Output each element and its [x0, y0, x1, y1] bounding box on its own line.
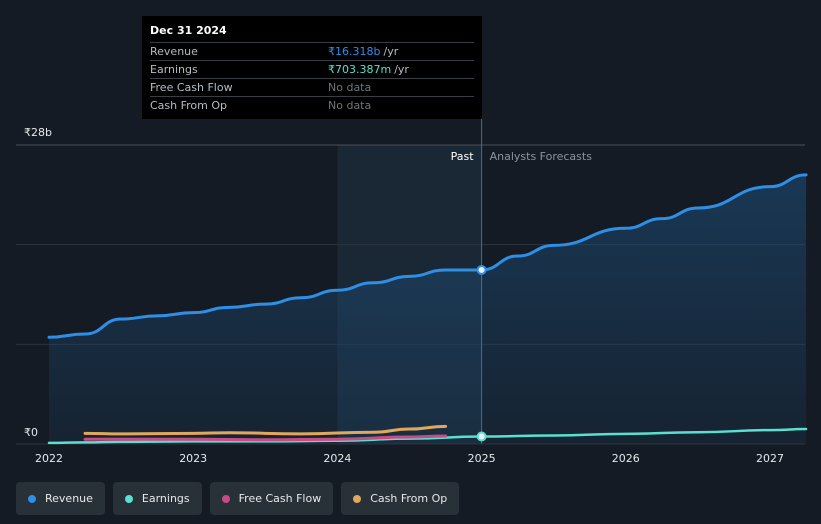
legend-label: Revenue [45, 492, 93, 505]
chart-legend: Revenue Earnings Free Cash Flow Cash Fro… [16, 482, 460, 515]
legend-dot-icon [353, 494, 362, 503]
legend-label: Cash From Op [370, 492, 448, 505]
tooltip-unit: /yr [394, 63, 409, 76]
x-tick-label: 2023 [179, 452, 207, 465]
tooltip-row-earnings: Earnings ₹703.387m/yr [150, 60, 474, 78]
legend-item-free-cash-flow[interactable]: Free Cash Flow [209, 482, 334, 515]
legend-dot-icon [28, 494, 36, 503]
tooltip-row-free-cash-flow: Free Cash Flow No data [150, 78, 474, 96]
tooltip-value: ₹16.318b [328, 45, 381, 58]
tooltip-row-revenue: Revenue ₹16.318b/yr [150, 42, 474, 60]
tooltip-value: No data [328, 81, 372, 94]
tooltip-label: Earnings [150, 63, 198, 76]
tooltip-label: Free Cash Flow [150, 81, 233, 94]
x-tick-label: 2025 [468, 452, 496, 465]
tooltip-value: ₹703.387m [328, 63, 392, 76]
tooltip-row-cash-from-op: Cash From Op No data [150, 96, 474, 114]
legend-item-earnings[interactable]: Earnings [112, 482, 202, 515]
legend-label: Earnings [141, 492, 190, 505]
chart-area: Past Analysts Forecasts ₹28b ₹0 2022 2023… [16, 118, 808, 465]
revenue-line [47, 173, 808, 339]
x-tick-label: 2027 [756, 452, 784, 465]
x-tick-label: 2024 [323, 452, 351, 465]
free-cash-flow-line [83, 434, 448, 442]
x-tick-label: 2026 [612, 452, 640, 465]
revenue-area [49, 174, 807, 444]
past-label: Past [451, 150, 475, 163]
earnings-line [47, 427, 808, 445]
earnings-marker [476, 431, 487, 442]
tooltip-label: Revenue [150, 45, 198, 58]
hover-tooltip: Dec 31 2024 Revenue ₹16.318b/yr Earnings… [142, 16, 482, 119]
legend-dot-icon [221, 494, 230, 503]
legend-item-revenue[interactable]: Revenue [16, 482, 105, 515]
legend-label: Free Cash Flow [238, 492, 322, 505]
tooltip-unit: /yr [383, 45, 399, 58]
x-tick-label: 2022 [35, 452, 63, 465]
y-axis-bottom-label: ₹0 [24, 426, 38, 439]
forecast-label: Analysts Forecasts [490, 150, 593, 163]
tooltip-label: Cash From Op [150, 99, 228, 112]
tooltip-date: Dec 31 2024 [150, 24, 227, 37]
legend-item-cash-from-op[interactable]: Cash From Op [341, 482, 460, 515]
legend-dot-icon [124, 494, 133, 503]
tooltip-value: No data [328, 99, 372, 112]
cash-from-op-line [83, 424, 448, 436]
y-axis-top-label: ₹28b [24, 126, 52, 139]
revenue-marker [476, 264, 487, 275]
